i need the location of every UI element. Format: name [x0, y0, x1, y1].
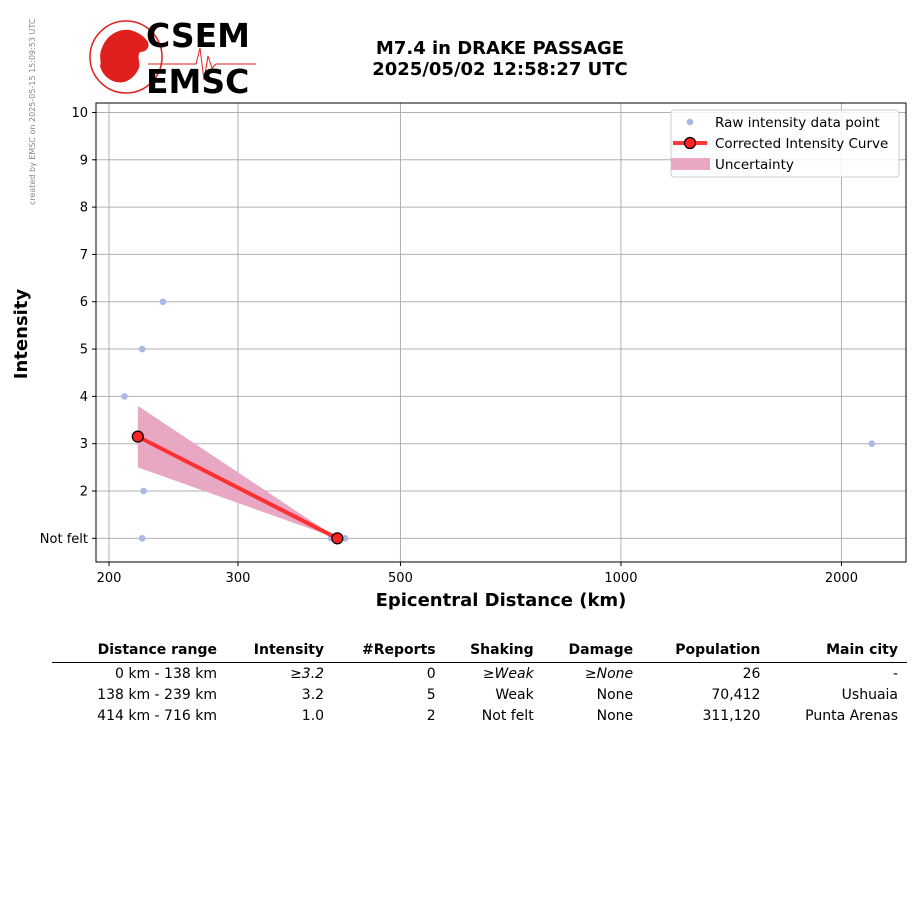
raw-intensity-point: [138, 535, 146, 542]
table-header-row: Distance range Intensity #Reports Shaking Da…: [52, 640, 907, 663]
legend: Raw intensity data point Corrected Intens…: [670, 109, 900, 178]
raw-intensity-point: [341, 535, 349, 542]
table-cell: Punta Arenas: [805, 708, 898, 724]
legend-swatch-points: [686, 118, 694, 126]
table-cell: ≥3.2: [290, 666, 325, 682]
table-cell: Weak: [495, 687, 534, 703]
table-header-cell: #Reports: [333, 640, 445, 663]
y-tick-label: 2: [80, 485, 88, 500]
x-tick-label: 1000: [604, 571, 637, 586]
table-cell: 414 km - 716 km: [97, 708, 217, 724]
x-tick-label: 200: [97, 571, 122, 586]
table-row: 138 km - 239 km 3.2 5 Weak None 70,412 Ushuaia: [52, 684, 907, 705]
logo-seismogram: [148, 47, 256, 81]
table-cell: 3.2: [301, 687, 325, 703]
legend-box: [670, 109, 900, 178]
legend-label: Corrected Intensity Curve: [715, 136, 888, 152]
legend-label: Raw intensity data point: [715, 115, 880, 131]
table-row: 0 km - 138 km ≥3.2 0 ≥Weak ≥None 26 -: [52, 663, 907, 685]
table-cell: 2: [426, 708, 436, 724]
corrected-curve-marker: [131, 430, 144, 443]
table-cell: -: [892, 666, 898, 682]
legend-swatch-band: [671, 158, 710, 170]
intensity-summary-table: Distance range Intensity #Reports Shaking Da…: [52, 640, 907, 726]
y-tick-label: 5: [80, 343, 88, 358]
y-tick-label: Not felt: [40, 532, 88, 547]
table-header-cell: Damage: [542, 640, 643, 663]
table-cell: 5: [426, 687, 436, 703]
logo-line-csem: CSEM: [146, 18, 250, 55]
raw-data-points: [121, 298, 876, 542]
table-cell: 70,412: [711, 687, 761, 703]
y-tick-label: 10: [71, 106, 88, 121]
x-axis-label: Epicentral Distance (km): [376, 590, 627, 611]
logo-line-emsc: EMSC: [146, 62, 249, 98]
chart-title-line-2: 2025/05/02 12:58:27 UTC: [372, 59, 628, 80]
raw-intensity-point: [140, 487, 147, 495]
table-cell: Not felt: [481, 708, 534, 724]
table-cell: 1.0: [301, 708, 325, 724]
legend-swatch-marker: [683, 136, 697, 150]
table-cell: 311,120: [702, 708, 761, 724]
raw-intensity-point: [159, 298, 167, 306]
uncertainty-area: [137, 405, 338, 539]
corrected-curve-marker: [331, 532, 344, 545]
table-header-cell: Shaking: [444, 640, 543, 663]
table-header-cell: Population: [642, 640, 770, 663]
y-tick-label: 9: [80, 153, 88, 168]
table-header-cell: Distance range: [52, 640, 226, 663]
chart-title-line-1: M7.4 in DRAKE PASSAGE: [375, 38, 625, 59]
table-row: 414 km - 716 km 1.0 2 Not felt None 311,120 Pu…: [52, 705, 907, 726]
table-header-cell: Main city: [769, 640, 907, 663]
table-cell: 138 km - 239 km: [97, 687, 217, 703]
x-tick-label: 2000: [825, 571, 858, 586]
y-tick-label: 3: [80, 437, 88, 452]
logo-globe-land: [100, 29, 149, 83]
raw-intensity-point: [138, 345, 146, 353]
x-tick-label: 300: [226, 571, 251, 586]
corrected-curve-line: [136, 434, 339, 541]
table-cell: None: [596, 687, 634, 703]
plot-frame: [95, 102, 907, 563]
intensity-chart: 200 300 500 1000 2000 Not felt 2 3 4 5 6 7 8 9 10 Epi…: [11, 102, 907, 611]
chart-title: M7.4 in DRAKE PASSAGE 2025/05/02 12:58:2…: [300, 38, 700, 80]
raw-intensity-point: [121, 393, 128, 400]
y-tick-label: 8: [80, 201, 88, 216]
y-tick-label: 7: [80, 248, 88, 263]
x-axis-ticks: 200 300 500 1000 2000: [97, 562, 858, 586]
y-axis-label: Intensity: [11, 289, 32, 380]
table-cell: 26: [742, 666, 761, 682]
table-cell: ≥Weak: [482, 666, 534, 682]
x-tick-label: 500: [388, 571, 413, 586]
table-header-cell: Intensity: [225, 640, 334, 663]
table-cell: 0: [426, 666, 436, 682]
legend-label: Uncertainty: [715, 157, 794, 173]
y-tick-label: 4: [80, 390, 88, 405]
csem-emsc-logo: CSEM EMSC: [89, 18, 256, 98]
y-axis-ticks: Not felt 2 3 4 5 6 7 8 9 10: [40, 106, 96, 547]
corrected-curve: [131, 430, 344, 545]
table-cell: None: [596, 708, 634, 724]
table-cell: ≥None: [584, 666, 634, 682]
table-cell: Ushuaia: [841, 687, 898, 703]
raw-intensity-point: [868, 440, 876, 448]
y-tick-label: 6: [80, 295, 88, 310]
uncertainty-band: [137, 405, 338, 539]
table-cell: 0 km - 138 km: [114, 666, 217, 682]
